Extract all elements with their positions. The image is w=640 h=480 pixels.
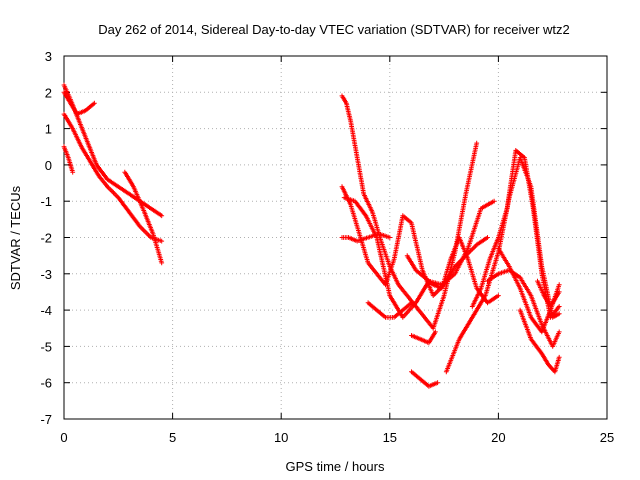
y-tick-label: -4 [40,303,52,318]
data-points-arc-7 [339,184,490,298]
data-series-arc-12 [409,329,438,346]
y-tick-label: 3 [45,49,52,64]
data-series-arc-7 [339,184,490,298]
data-series-arc-1 [61,82,165,219]
chart-title: Day 262 of 2014, Sidereal Day-to-day VTE… [98,22,570,37]
axes [63,55,608,420]
x-tick-label: 25 [600,430,614,445]
y-tick-label: -5 [40,339,52,354]
y-tick-label: -3 [40,267,52,282]
data-points-arc-2 [61,111,165,244]
data-points-arc-9 [339,231,393,244]
data-points-arc-3 [61,89,97,117]
data-series-arc-2 [61,111,165,244]
y-tick-label: 1 [45,122,52,137]
y-tick-label: -1 [40,194,52,209]
data-series-arc-13 [409,369,440,389]
y-axis-title: SDTVAR / TECUs [8,185,23,290]
plot-area [61,82,562,389]
x-tick-label: 20 [491,430,505,445]
data-points-arc-4 [61,144,76,175]
y-tick-label: -7 [40,412,52,427]
ticks: 0 5 10 15 20 25 -7 -6 -5 -4 -3 -2 -1 0 1 2 3 [40,49,614,445]
data-series-arc-5 [122,169,165,266]
data-series-arc-3 [61,89,97,117]
data-points-arc-13 [409,369,440,389]
data-points-arc-19 [535,278,562,309]
plot-frame [63,55,608,420]
data-points-arc-10 [365,300,414,320]
x-tick-label: 10 [274,430,288,445]
data-series-arc-15 [469,148,562,320]
y-tick-label: -6 [40,376,52,391]
data-points-arc-5 [122,169,165,266]
x-axis-title: GPS time / hours [286,459,385,474]
y-tick-label: 0 [45,158,52,173]
data-points-arc-1 [61,82,165,219]
y-tick-label: -2 [40,231,52,246]
data-series-arc-19 [535,278,562,309]
data-series-arc-4 [61,144,76,175]
data-series-arc-10 [365,300,414,320]
grid [64,56,607,419]
x-tick-label: 0 [60,430,67,445]
data-series-arc-9 [339,231,393,244]
data-points-arc-15 [469,148,562,320]
x-tick-label: 15 [383,430,397,445]
data-points-arc-12 [409,329,438,346]
x-tick-label: 5 [169,430,176,445]
data-series-arc-17 [517,307,562,375]
data-points-arc-17 [517,307,562,375]
y-tick-label: 2 [45,85,52,100]
